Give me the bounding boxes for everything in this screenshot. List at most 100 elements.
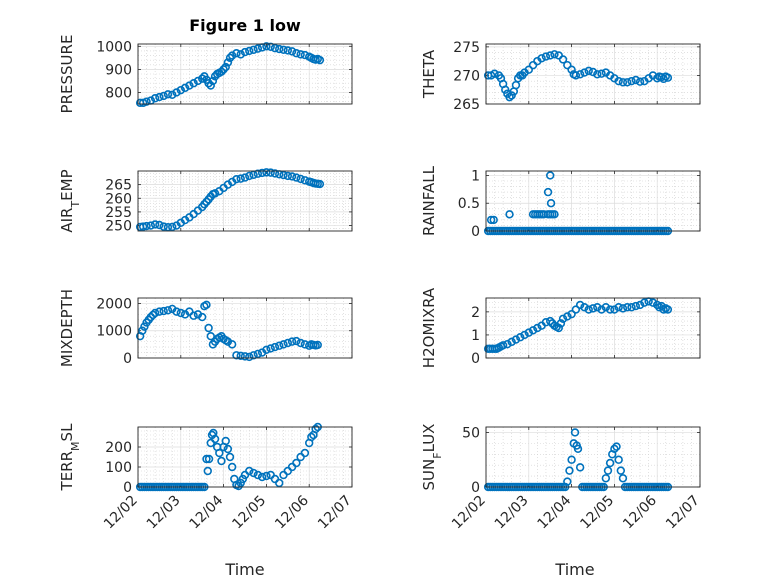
- y-tick-label: 260: [105, 191, 132, 207]
- data-point: [262, 345, 271, 355]
- y-tick-label: 200: [105, 440, 132, 456]
- data-point: [292, 458, 301, 468]
- y-tick-label: 265: [105, 178, 132, 194]
- y-tick-label: 275: [453, 40, 480, 56]
- data-point: [550, 50, 559, 59]
- data-point: [198, 312, 207, 322]
- data-point: [142, 221, 151, 231]
- chart-panel-8: 0 50 12/02 12/03 12/04 12/05 12/06 12/07 SUNFLUX…: [420, 424, 703, 579]
- data-point: [597, 69, 606, 78]
- data-point: [202, 454, 211, 464]
- data-point: [546, 199, 556, 208]
- data-point: [262, 42, 271, 51]
- y-tick-label: 265: [453, 97, 480, 113]
- data-point: [245, 352, 254, 362]
- data-point: [279, 340, 288, 349]
- data-point: [159, 306, 168, 316]
- data-point: [240, 352, 250, 361]
- data-point: [575, 463, 585, 472]
- data-point: [652, 300, 662, 310]
- data-point: [208, 76, 218, 86]
- data-point: [659, 74, 668, 84]
- data-point: [614, 455, 623, 464]
- data-point: [210, 189, 220, 198]
- x-tick-label: 12/07: [663, 493, 703, 533]
- data-point: [545, 51, 555, 60]
- figure-title: Figure 1 low: [189, 16, 301, 35]
- data-point: [189, 79, 198, 88]
- data-point: [287, 172, 297, 181]
- data-point: [275, 44, 284, 54]
- data-point: [168, 90, 177, 99]
- data-point: [648, 298, 658, 307]
- x-tick-label: 12/03: [144, 493, 184, 533]
- data-point: [490, 69, 499, 78]
- data-point: [570, 428, 580, 437]
- data-point: [623, 78, 632, 87]
- data-point: [627, 303, 636, 312]
- data-point: [541, 52, 551, 61]
- data-point: [588, 304, 598, 313]
- data-point: [635, 77, 645, 86]
- data-point: [612, 442, 621, 451]
- data-point: [155, 307, 164, 316]
- data-point: [311, 424, 320, 434]
- x-tick-label: 12/03: [492, 493, 532, 533]
- data-point: [533, 323, 542, 333]
- data-point: [588, 67, 598, 77]
- data-point: [232, 174, 241, 184]
- data-point: [558, 314, 568, 323]
- y-tick-label: 900: [105, 62, 132, 78]
- data-point: [292, 49, 301, 58]
- data-point: [524, 328, 533, 337]
- data-point: [168, 222, 177, 232]
- data-point: [279, 45, 288, 54]
- data-point: [296, 338, 305, 348]
- data-point: [240, 47, 250, 57]
- data-point: [249, 351, 258, 360]
- data-point: [605, 305, 615, 314]
- data-point: [257, 472, 267, 482]
- data-point: [217, 456, 226, 466]
- data-point: [545, 316, 555, 326]
- data-point: [253, 169, 263, 178]
- data-point: [580, 68, 589, 77]
- data-point: [315, 179, 325, 189]
- data-point: [189, 311, 198, 320]
- data-point: [225, 452, 235, 462]
- data-point: [138, 222, 148, 231]
- data-point: [550, 210, 559, 219]
- data-point: [614, 76, 623, 86]
- data-point: [618, 78, 628, 87]
- data-point: [489, 215, 498, 225]
- data-point: [618, 304, 628, 313]
- data-point: [275, 341, 284, 350]
- data-point: [584, 66, 593, 76]
- axes-box: [485, 43, 701, 105]
- data-point: [528, 326, 538, 335]
- chart-panel-2: 265 270 275 THETA: [420, 40, 701, 113]
- data-point: [163, 306, 173, 315]
- data-point: [266, 344, 275, 353]
- y-tick-label: 0: [471, 480, 480, 496]
- data-point: [571, 71, 581, 80]
- data-point: [253, 349, 263, 359]
- data-point: [567, 65, 576, 74]
- data-point: [663, 73, 673, 82]
- data-point: [516, 333, 525, 342]
- y-axis-label: MIXDEPTH: [58, 289, 76, 367]
- data-point: [287, 47, 297, 56]
- data-point: [236, 351, 245, 361]
- data-point: [236, 50, 245, 59]
- y-axis-label: AIRTEMP: [58, 169, 82, 232]
- data-point: [603, 466, 613, 475]
- y-axis-label: PRESSURE: [58, 35, 76, 114]
- data-point: [505, 92, 514, 102]
- data-point: [593, 70, 602, 79]
- chart-panel-4: 0 0.5 1 RAINFALL: [420, 165, 701, 240]
- chart-panel-7: 0 100 200 12/02 12/03 12/04 12/05 12/06 12/07 TER…: [58, 422, 355, 579]
- data-point: [283, 171, 292, 181]
- x-axis-label: Time: [554, 560, 594, 579]
- axes-box: [137, 426, 353, 488]
